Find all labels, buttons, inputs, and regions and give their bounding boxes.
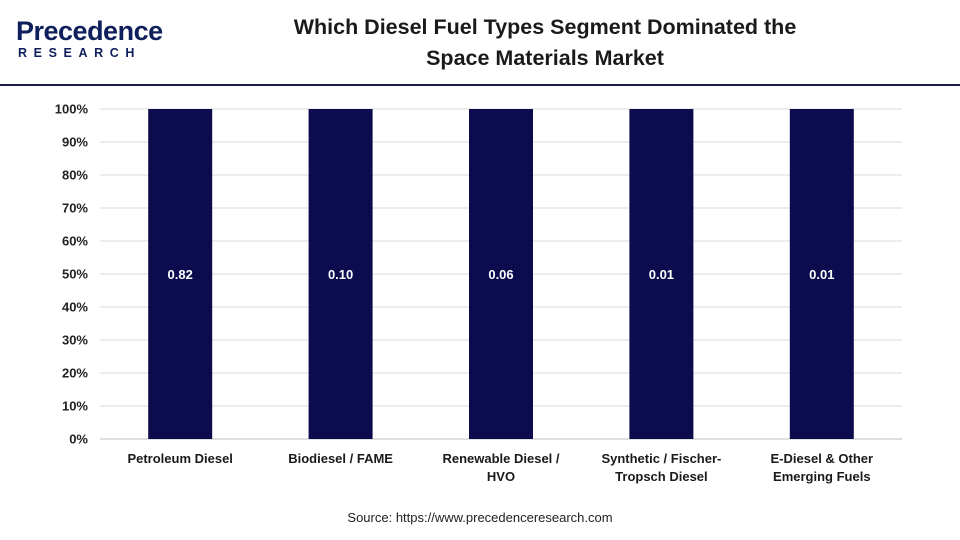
chart-title-line-1: Which Diesel Fuel Types Segment Dominate… xyxy=(293,15,797,39)
x-tick-label: Petroleum Diesel xyxy=(127,451,233,466)
data-labels: 0.82 0.10 0.06 0.01 0.01 xyxy=(168,267,835,282)
y-tick-label: 80% xyxy=(62,168,88,183)
y-tick-label: 70% xyxy=(62,201,88,216)
bar xyxy=(789,109,854,439)
header: Precedence RESEARCH Which Diesel Fuel Ty… xyxy=(0,0,960,84)
y-tick-label: 90% xyxy=(62,135,88,150)
bar-chart: 0.82 0.10 0.06 0.01 0.01 0% 10% 20% 30% 40% 50% 60… xyxy=(55,102,902,484)
y-tick-label: 50% xyxy=(62,267,88,282)
chart-title: Which Diesel Fuel Types Segment Dominate… xyxy=(200,12,890,74)
y-axis-ticks: 0% 10% 20% 30% 40% 50% 60% 70% 80% 90% 100% xyxy=(55,102,89,447)
y-tick-label: 60% xyxy=(62,234,88,249)
x-tick-label: Renewable Diesel / xyxy=(442,451,559,466)
bars xyxy=(148,109,854,439)
y-tick-label: 10% xyxy=(62,399,88,414)
header-divider xyxy=(0,84,960,86)
bar xyxy=(308,109,373,439)
data-label: 0.06 xyxy=(488,267,513,282)
x-tick-label: Emerging Fuels xyxy=(773,469,871,484)
data-label: 0.01 xyxy=(649,267,674,282)
x-tick-label: Synthetic / Fischer- xyxy=(601,451,721,466)
bar xyxy=(469,109,533,439)
data-label: 0.82 xyxy=(168,267,193,282)
source-note: Source: https://www.precedenceresearch.c… xyxy=(347,510,613,525)
x-axis-ticks: Petroleum Diesel Biodiesel / FAME Renewabl… xyxy=(127,451,873,484)
y-tick-label: 40% xyxy=(62,300,88,315)
y-tick-label: 30% xyxy=(62,333,88,348)
x-tick-label: Biodiesel / FAME xyxy=(288,451,393,466)
logo-wordmark: Precedence xyxy=(16,16,163,46)
chart-title-line-2: Space Materials Market xyxy=(426,46,664,70)
data-label: 0.10 xyxy=(328,267,353,282)
x-tick-label: HVO xyxy=(487,469,515,484)
y-tick-label: 100% xyxy=(55,102,89,117)
logo-subtitle: RESEARCH xyxy=(18,46,141,60)
bar xyxy=(148,109,213,439)
y-tick-label: 20% xyxy=(62,366,88,381)
bar xyxy=(629,109,694,439)
y-tick-label: 0% xyxy=(69,432,88,447)
data-label: 0.01 xyxy=(809,267,834,282)
brand-logo[interactable]: Precedence RESEARCH xyxy=(16,16,166,66)
x-tick-label: Tropsch Diesel xyxy=(615,469,707,484)
x-tick-label: E-Diesel & Other xyxy=(771,451,874,466)
